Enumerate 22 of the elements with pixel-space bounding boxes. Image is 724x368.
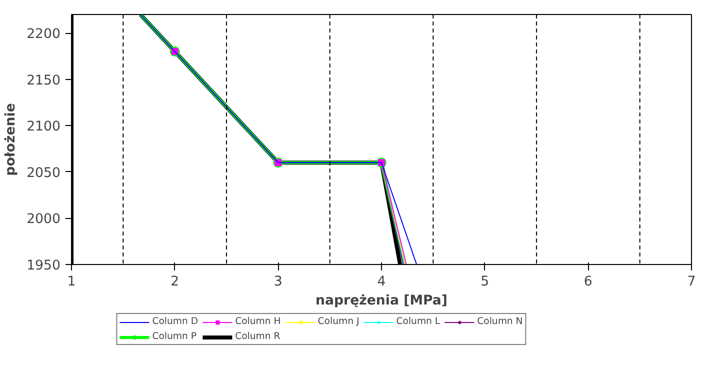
x-tick-label: 4	[377, 274, 386, 290]
y-tick-label: 2200	[26, 27, 61, 42]
x-tick-label: 1	[67, 274, 76, 290]
y-tick-label: 2100	[26, 120, 61, 135]
y-tick-label: 2000	[26, 212, 61, 228]
x-tick-label: 5	[480, 274, 490, 290]
y-tick-label: 2050	[26, 166, 61, 181]
legend-label: Column R	[235, 331, 280, 342]
legend-label: Column J	[318, 316, 360, 327]
x-tick-label: 7	[687, 274, 696, 290]
x-tick-label: 6	[584, 274, 592, 290]
legend-label: Column H	[235, 316, 281, 327]
x-tick-label: 3	[274, 274, 282, 290]
y-tick-label: 2150	[26, 73, 61, 88]
legend-label: Column D	[152, 316, 198, 327]
legend-label: Column L	[396, 316, 440, 327]
x-tick-label: 2	[170, 274, 180, 290]
legend-label: Column P	[152, 331, 197, 342]
y-axis-title: położenie	[4, 103, 19, 176]
y-tick-label: 1950	[26, 258, 61, 274]
legend-label: Column N	[477, 316, 523, 327]
x-axis-title: naprężenia [MPa]	[316, 294, 448, 308]
